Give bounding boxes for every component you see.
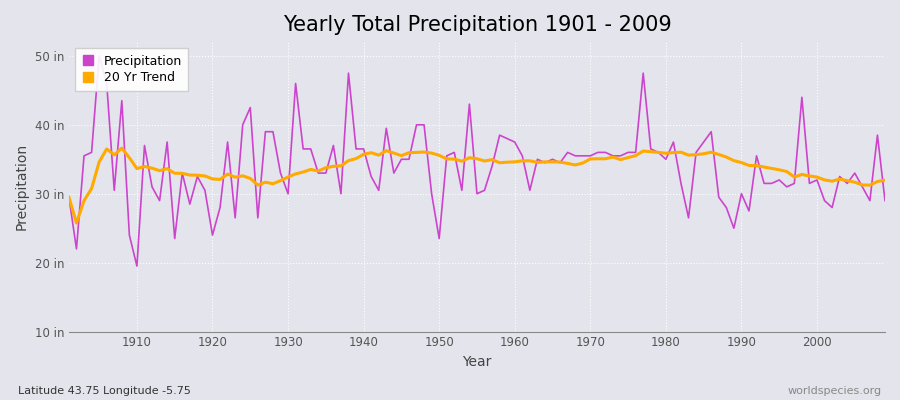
20 Yr Trend xyxy=(116,146,127,150)
20 Yr Trend xyxy=(525,158,535,163)
Precipitation xyxy=(94,54,104,58)
Y-axis label: Precipitation: Precipitation xyxy=(15,143,29,230)
Precipitation xyxy=(64,195,75,200)
Line: Precipitation: Precipitation xyxy=(69,56,885,266)
X-axis label: Year: Year xyxy=(463,355,491,369)
Text: worldspecies.org: worldspecies.org xyxy=(788,386,882,396)
Precipitation xyxy=(305,146,316,151)
Precipitation xyxy=(140,143,150,148)
20 Yr Trend xyxy=(71,221,82,226)
Line: 20 Yr Trend: 20 Yr Trend xyxy=(69,148,885,223)
Precipitation xyxy=(131,264,142,268)
Text: Latitude 43.75 Longitude -5.75: Latitude 43.75 Longitude -5.75 xyxy=(18,386,191,396)
Legend: Precipitation, 20 Yr Trend: Precipitation, 20 Yr Trend xyxy=(76,48,188,91)
20 Yr Trend xyxy=(615,157,626,162)
Precipitation xyxy=(351,146,362,151)
Precipitation xyxy=(517,154,527,158)
20 Yr Trend xyxy=(140,164,150,169)
Precipitation xyxy=(879,198,890,203)
20 Yr Trend xyxy=(351,156,362,161)
Precipitation xyxy=(525,188,535,193)
20 Yr Trend xyxy=(305,167,316,172)
Title: Yearly Total Precipitation 1901 - 2009: Yearly Total Precipitation 1901 - 2009 xyxy=(283,15,671,35)
20 Yr Trend xyxy=(879,178,890,182)
Precipitation xyxy=(615,154,626,158)
20 Yr Trend xyxy=(517,158,527,163)
20 Yr Trend xyxy=(64,195,75,200)
